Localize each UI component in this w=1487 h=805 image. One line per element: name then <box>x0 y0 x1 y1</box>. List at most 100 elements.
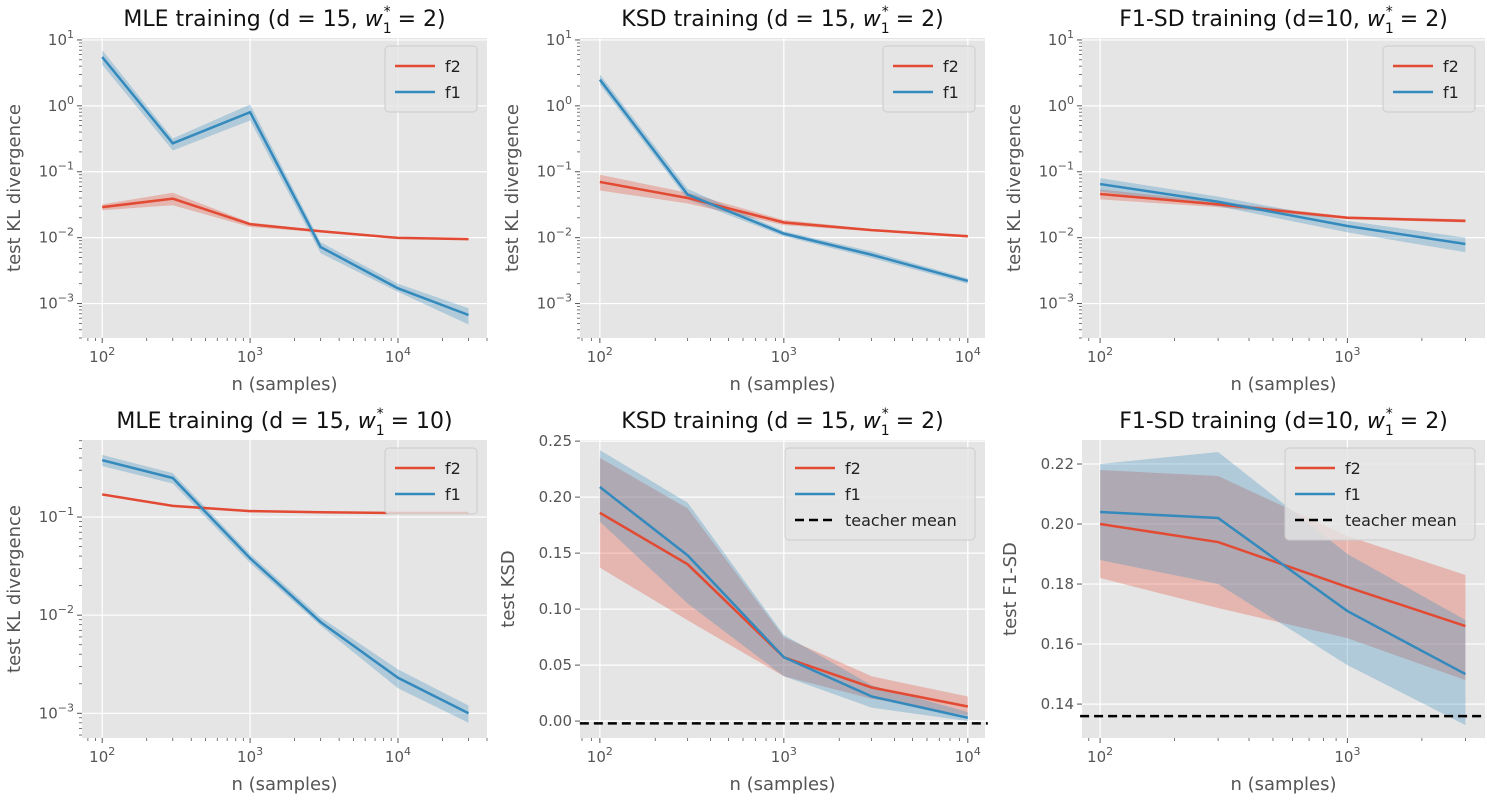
tick-base: 10 <box>1039 229 1058 247</box>
tick-exponent: −2 <box>58 226 74 239</box>
x-tick-label: 103 <box>237 745 263 766</box>
y-tick-label: 10−1 <box>39 505 74 526</box>
tick-exponent: 2 <box>108 745 115 758</box>
title-subscript: 1 <box>881 21 890 37</box>
title-superscript: * <box>882 406 889 422</box>
line-f2 <box>102 197 469 241</box>
y-tick-label: 0.22 <box>1041 455 1074 473</box>
band-f2 <box>1100 470 1466 681</box>
legend-label: f1 <box>1345 485 1361 504</box>
tick-base: 10 <box>1039 295 1058 313</box>
x-tick-label: 103 <box>771 745 797 766</box>
y-tick-label: 0.00 <box>539 712 572 730</box>
tick-exponent: 3 <box>790 345 797 358</box>
tick-exponent: −3 <box>58 701 74 714</box>
line-f1 <box>1100 510 1467 676</box>
title-subscript: 1 <box>376 423 385 439</box>
tick-exponent: 0 <box>1067 94 1074 107</box>
legend-label: f1 <box>445 83 461 102</box>
band-f1 <box>102 50 469 325</box>
band-f1 <box>599 74 968 284</box>
tick-base: 10 <box>39 163 58 181</box>
tick-exponent: 3 <box>256 745 263 758</box>
y-tick-label: 0.05 <box>539 656 572 674</box>
title-subscript: 1 <box>1385 21 1394 37</box>
legend-label: f1 <box>445 485 461 504</box>
tick-base: 10 <box>537 295 556 313</box>
legend-label: f1 <box>845 485 861 504</box>
tick-base: 10 <box>39 229 58 247</box>
line-f1 <box>599 486 969 719</box>
tick-base: 10 <box>385 348 404 366</box>
line-f2 <box>599 180 968 238</box>
tick-exponent: 0 <box>67 94 74 107</box>
line-f1 <box>101 458 470 715</box>
title-subscript: 1 <box>1385 423 1394 439</box>
tick-exponent: −1 <box>556 160 572 173</box>
y-tick-label: 10−1 <box>1039 160 1074 181</box>
y-tick-label: 10−2 <box>1039 226 1074 247</box>
title-text: = 2) <box>1393 7 1448 32</box>
y-tick-label: 10−3 <box>1039 292 1074 313</box>
tick-base: 10 <box>955 748 974 766</box>
legend-box <box>384 447 478 515</box>
title-variable: w <box>863 409 882 434</box>
title-superscript: * <box>1386 4 1393 20</box>
x-tick-label: 102 <box>1087 745 1113 766</box>
y-tick-label: 10−2 <box>39 603 74 624</box>
tick-exponent: 4 <box>974 345 981 358</box>
x-tick-label: 102 <box>89 345 115 366</box>
tick-base: 10 <box>39 606 58 624</box>
subplot-title: MLE training (d = 15, w1* = 10) <box>116 406 452 439</box>
tick-base: 10 <box>1048 97 1067 115</box>
tick-exponent: −1 <box>1058 160 1074 173</box>
y-tick-label: 0.16 <box>1041 635 1074 653</box>
y-tick-label: 0.20 <box>1041 515 1074 533</box>
title-subscript: 1 <box>383 21 392 37</box>
band-f1 <box>1100 452 1466 726</box>
x-axis-label: n (samples) <box>232 774 338 795</box>
legend: f2 f1 teacher mean <box>1284 447 1476 541</box>
legend-box <box>1382 45 1476 113</box>
tick-base: 10 <box>48 31 67 49</box>
tick-base: 10 <box>385 748 404 766</box>
tick-exponent: 4 <box>404 745 411 758</box>
tick-base: 10 <box>587 748 606 766</box>
tick-exponent: 3 <box>1353 345 1360 358</box>
tick-base: 10 <box>771 748 790 766</box>
tick-base: 10 <box>48 97 67 115</box>
y-tick-label: 101 <box>48 28 74 49</box>
tick-exponent: −3 <box>1058 292 1074 305</box>
line-f1 <box>1099 182 1466 246</box>
tick-base: 10 <box>39 508 58 526</box>
tick-base: 10 <box>587 348 606 366</box>
title-text: F1-SD training (d=10, <box>1119 7 1367 32</box>
legend-label: teacher mean <box>845 511 957 530</box>
subplot-title: MLE training (d = 15, w1* = 2) <box>123 4 445 37</box>
title-text: = 2) <box>889 409 944 434</box>
title-variable: w <box>358 409 377 434</box>
tick-exponent: 4 <box>974 745 981 758</box>
tick-exponent: −2 <box>1058 226 1074 239</box>
tick-base: 10 <box>771 348 790 366</box>
tick-base: 10 <box>537 229 556 247</box>
y-tick-label: 10−2 <box>537 226 572 247</box>
tick-base: 10 <box>1087 748 1106 766</box>
legend-label: f1 <box>1443 83 1459 102</box>
legend: f2 f1 teacher mean <box>784 447 976 541</box>
tick-exponent: 1 <box>1067 28 1074 41</box>
line-f1 <box>598 78 969 283</box>
tick-exponent: 2 <box>1106 745 1113 758</box>
y-tick-label: 0.18 <box>1041 575 1074 593</box>
title-superscript: * <box>882 4 889 20</box>
x-tick-label: 104 <box>955 745 981 766</box>
y-axis-label: test KL divergence <box>1004 104 1025 272</box>
tick-base: 10 <box>955 348 974 366</box>
